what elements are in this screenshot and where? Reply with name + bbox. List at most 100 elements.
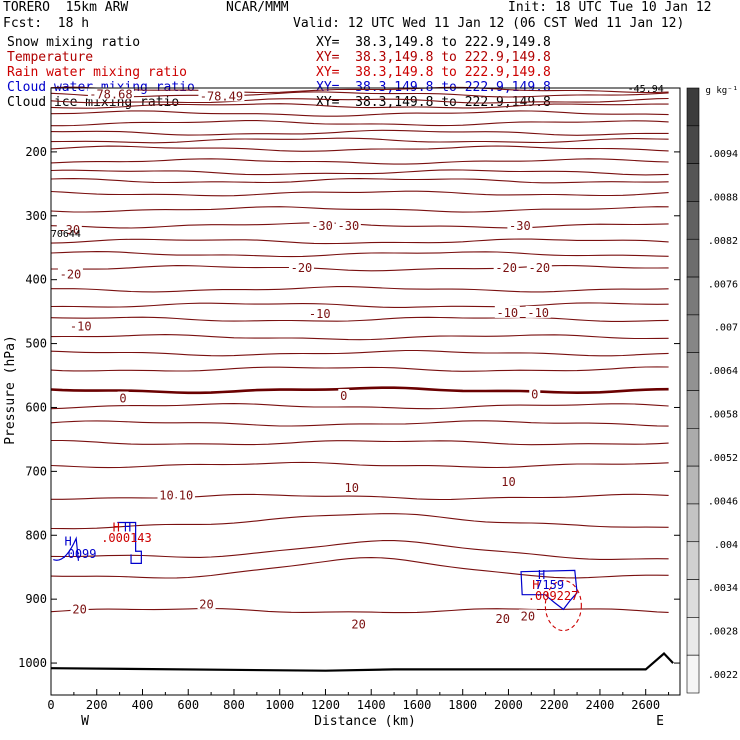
isotherm-minor (50, 91, 669, 98)
contour-label-bg (499, 475, 518, 488)
colorbar-cell (686, 314, 700, 353)
isotherm-minor (50, 238, 669, 245)
colorbar-label: .0028 (708, 627, 738, 638)
isotherm-10 (51, 493, 669, 501)
x-tick-label: 1200 (311, 698, 340, 712)
init-label: Init: 18 UTC Tue 10 Jan 12 (508, 0, 712, 15)
max-label: H (124, 521, 131, 535)
contour-label: 0 (340, 389, 347, 403)
y-tick-label: 800 (25, 528, 47, 542)
contour-label-bg (507, 219, 533, 232)
cloud-water-contour (53, 536, 80, 561)
east-label: E (656, 714, 664, 729)
colorbar-label: .0052 (708, 453, 738, 464)
contour-label-bg (349, 617, 368, 630)
y-tick-label: 700 (25, 464, 47, 478)
colorbar-label: .0022 (708, 670, 738, 681)
contour-label-bg (518, 609, 537, 622)
colorbar-label: .007 (714, 323, 738, 334)
isotherm-minor (50, 103, 669, 109)
max-label: 7159 (535, 578, 564, 592)
max-label: H (65, 535, 72, 549)
colorbar-cell (686, 503, 700, 543)
isotherm-minor (50, 129, 669, 136)
colorbar-label: .0082 (708, 236, 738, 247)
contour-label-bg (198, 89, 245, 102)
contour-label-bg (197, 597, 216, 610)
contour-label-bg (307, 307, 333, 320)
contour-label-bg (338, 388, 350, 401)
cloud-water-contour (520, 569, 578, 611)
max-label: .009227 (528, 589, 579, 603)
colorbar-cell (686, 428, 700, 467)
contour-label-bg (87, 87, 134, 100)
contour-label: 10 (159, 489, 173, 503)
contour-label-bg (288, 261, 314, 274)
field-xy-temperature: XY= 38.3,149.8 to 222.9,149.8 (316, 50, 551, 65)
colorbar-label: .0046 (708, 496, 738, 507)
contour-label: -30 (509, 219, 531, 233)
colorbar-label: .0094 (708, 149, 738, 160)
colorbar-label: .0064 (708, 366, 738, 377)
isotherm-minor (50, 190, 669, 197)
colorbar-cell (686, 87, 700, 127)
contour-label: -10 (309, 307, 331, 321)
x-tick-label: 2600 (631, 698, 660, 712)
colorbar-cell (686, 617, 700, 656)
contour-label-bg (70, 602, 89, 615)
contour-label: -30 (311, 219, 333, 233)
x-tick-label: 1400 (357, 698, 386, 712)
isotherm-minor (50, 557, 669, 579)
org-label: NCAR/MMM (226, 0, 289, 15)
isotherm-minor (50, 302, 669, 308)
isotherm-minor (50, 513, 669, 530)
contour-label-bg (117, 391, 129, 404)
x-tick-label: 1600 (403, 698, 432, 712)
x-tick-label: 2000 (494, 698, 523, 712)
isotherm-minus-70 (50, 97, 669, 104)
isotherm-minor (50, 420, 669, 427)
max-label: .0099 (60, 547, 96, 561)
max-label: .000143 (101, 531, 152, 545)
contour-label-bg (176, 488, 195, 501)
isotherm-0 (50, 386, 669, 395)
x-axis-title: Distance (km) (314, 714, 416, 729)
contour-label-bg (309, 219, 335, 232)
contour-label-bg (526, 261, 552, 274)
contour-labels: -78.49-78.68-30 -30 -30-30-20 -20 -20-20-10-… (51, 84, 664, 632)
contour-label-bg (57, 267, 83, 280)
isotherm-minor (51, 286, 669, 293)
contour-label: -20 (60, 268, 82, 282)
temperature-contours (50, 86, 669, 614)
edge-label: 70644 (51, 229, 81, 240)
contour-label: 20 (521, 609, 535, 623)
colorbar-label: .004 (714, 540, 738, 551)
x-tick-label: 200 (86, 698, 108, 712)
colorbar-label: .0076 (708, 279, 738, 290)
axes: 0 200 400 600 800 1000 1200 1400 1600 1800 2000 220… (3, 145, 680, 729)
colorbar-label: .0034 (708, 583, 738, 594)
surface-line (50, 651, 674, 672)
colorbar-cell (686, 352, 700, 391)
isotherm-minor (50, 110, 669, 117)
isotherm-minor (50, 366, 669, 372)
isotherm-minor (50, 86, 669, 94)
west-label: W (81, 714, 89, 729)
contour-label: 10 (179, 489, 193, 503)
contour-label: 20 (199, 597, 213, 611)
edge-label: -45.94 (628, 84, 664, 95)
max-label: H (538, 568, 545, 582)
y-tick-label: 400 (25, 273, 47, 287)
contour-label: 20 (351, 618, 365, 632)
contour-label: 10 (501, 475, 515, 489)
colorbar-cell (686, 579, 700, 618)
contour-label-bg (529, 387, 541, 400)
isotherm-minor (50, 334, 669, 341)
contour-label: -20 (291, 261, 313, 275)
isotherm-minor (50, 206, 669, 213)
field-name-snow: Snow mixing ratio (7, 35, 141, 50)
contour-label: 10 (345, 481, 359, 495)
contour-label-bg (525, 305, 551, 318)
isotherm-minor (50, 158, 669, 165)
